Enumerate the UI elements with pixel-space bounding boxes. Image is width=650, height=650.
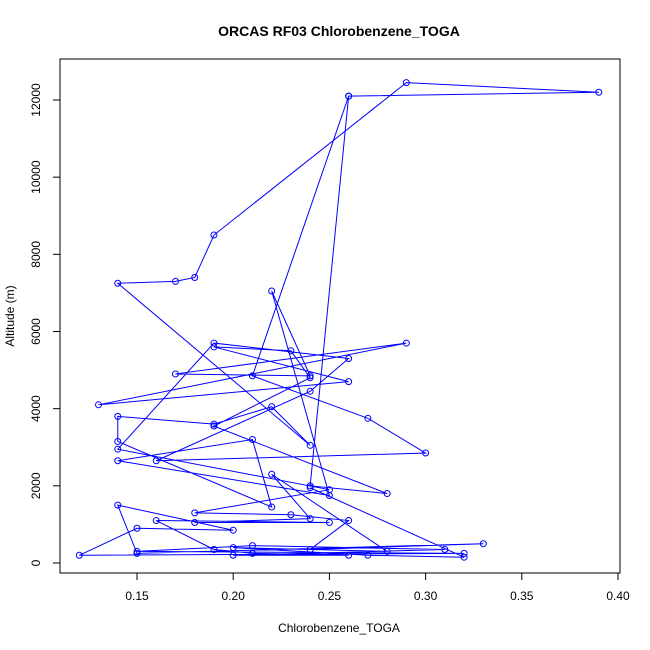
data-point <box>306 484 314 492</box>
y-tick-label: 6000 <box>29 318 43 345</box>
y-tick-label: 12000 <box>29 83 43 117</box>
data-point <box>210 343 218 351</box>
data-point <box>114 412 122 420</box>
data-point <box>345 517 353 525</box>
data-point <box>364 551 372 559</box>
data-point <box>191 273 199 281</box>
data-point <box>114 445 122 453</box>
data-point <box>460 549 468 557</box>
x-tick-label: 0.15 <box>125 589 149 603</box>
data-point <box>114 279 122 287</box>
y-tick-label: 4000 <box>29 395 43 422</box>
data-point <box>229 544 237 552</box>
data-point <box>210 231 218 239</box>
data-point <box>402 339 410 347</box>
data-point <box>268 287 276 295</box>
data-point <box>345 355 353 363</box>
data-point <box>171 277 179 285</box>
data-point <box>191 509 199 517</box>
data-point <box>268 403 276 411</box>
data-point <box>306 374 314 382</box>
chart-title: ORCAS RF03 Chlorobenzene_TOGA <box>218 23 460 39</box>
data-point <box>479 540 487 548</box>
data-point <box>152 457 160 465</box>
data-point <box>268 503 276 511</box>
data-point <box>114 437 122 445</box>
data-point <box>287 511 295 519</box>
data-point <box>152 517 160 525</box>
y-tick-label: 0 <box>29 559 43 566</box>
data-point <box>402 79 410 87</box>
data-point <box>345 551 353 559</box>
series-line <box>79 82 599 558</box>
data-point <box>75 551 83 559</box>
y-axis: 0 2000 4000 6000 8000 10000 12000 <box>29 83 61 566</box>
data-point <box>268 470 276 478</box>
data-point <box>248 549 256 557</box>
series-lines <box>79 82 599 558</box>
data-point <box>248 436 256 444</box>
data-point <box>171 370 179 378</box>
data-point <box>460 553 468 561</box>
data-point <box>306 515 314 523</box>
x-tick-label: 0.40 <box>606 589 630 603</box>
x-tick-label: 0.30 <box>414 589 438 603</box>
data-point <box>210 420 218 428</box>
data-point <box>287 347 295 355</box>
data-point <box>306 441 314 449</box>
data-point <box>210 545 218 553</box>
data-point <box>229 526 237 534</box>
data-point <box>345 92 353 100</box>
y-tick-label: 8000 <box>29 241 43 268</box>
data-point <box>306 545 314 553</box>
x-axis: 0.15 0.20 0.25 0.30 0.35 0.40 <box>125 572 630 603</box>
data-point <box>595 88 603 96</box>
data-point <box>345 378 353 386</box>
x-tick-label: 0.25 <box>318 589 342 603</box>
data-point <box>383 490 391 498</box>
y-tick-label: 10000 <box>29 160 43 194</box>
y-axis-label: Altitude (m) <box>3 285 17 346</box>
data-point <box>441 545 449 553</box>
data-point <box>306 372 314 380</box>
data-point <box>383 547 391 555</box>
data-point <box>422 449 430 457</box>
series-points <box>75 79 603 561</box>
data-point <box>133 547 141 555</box>
x-tick-label: 0.35 <box>510 589 534 603</box>
data-point <box>133 549 141 557</box>
x-tick-label: 0.20 <box>222 589 246 603</box>
y-tick-label: 2000 <box>29 472 43 499</box>
data-point <box>325 518 333 526</box>
data-point <box>133 524 141 532</box>
data-point <box>248 372 256 380</box>
data-point <box>248 542 256 550</box>
data-point <box>306 387 314 395</box>
data-point <box>191 518 199 526</box>
data-point <box>114 501 122 509</box>
data-point <box>114 457 122 465</box>
data-point <box>210 422 218 430</box>
data-point <box>210 339 218 347</box>
x-axis-label: Chlorobenzene_TOGA <box>278 621 400 635</box>
data-point <box>364 414 372 422</box>
data-point <box>95 401 103 409</box>
data-point <box>229 551 237 559</box>
data-point <box>306 482 314 490</box>
data-point <box>325 486 333 494</box>
